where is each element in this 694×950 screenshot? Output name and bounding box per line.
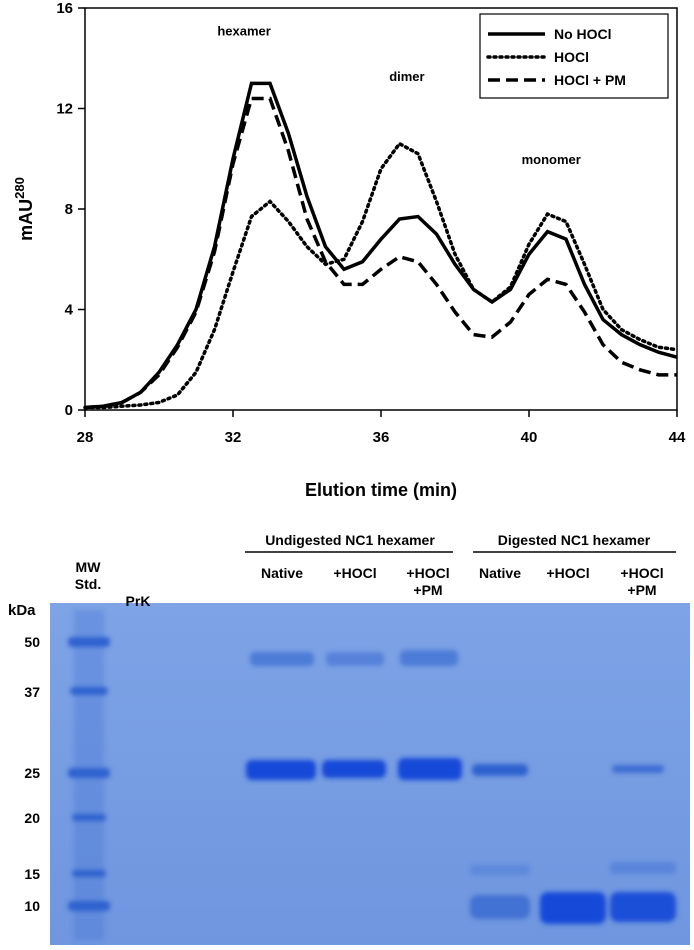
group-label: Digested NC1 hexamer (498, 532, 651, 548)
marker-label: 25 (24, 765, 40, 781)
marker-label: 37 (24, 684, 40, 700)
series-line (84, 81, 678, 410)
marker-label: 50 (24, 634, 40, 650)
y-tick-label: 0 (65, 402, 73, 419)
x-tick-label: 32 (225, 429, 242, 446)
lane-label: +HOCl (546, 565, 589, 581)
lane-label: +HOCl (620, 565, 663, 581)
y-tick-label: 4 (65, 302, 74, 319)
x-tick-label: 36 (373, 429, 390, 446)
series-line (84, 96, 677, 410)
legend-label: HOCl + PM (554, 72, 626, 88)
lane-label: +HOCl (406, 565, 449, 581)
gel-bands (68, 610, 676, 940)
annotation: dimer (389, 69, 424, 84)
lane-label: PrK (126, 593, 151, 609)
lane-label: +PM (627, 582, 656, 598)
lane-label: +HOCl (333, 565, 376, 581)
y-axis-label-sup: 280 (12, 177, 27, 199)
chromatogram: 28 32 36 40 44 0 4 8 12 16 Elution time (min) mAU28… (12, 0, 686, 500)
y-axis-label-main: mAU (16, 199, 36, 241)
lane-label: +PM (413, 582, 442, 598)
legend-label: HOCl (554, 49, 589, 65)
lane-label: MW (76, 559, 102, 575)
gel: Undigested NC1 hexamer Digested NC1 hexam… (8, 532, 690, 945)
unit-label: kDa (8, 602, 36, 619)
x-tick-label: 28 (77, 429, 94, 446)
lane-label: Std. (75, 576, 101, 592)
group-label: Undigested NC1 hexamer (265, 532, 435, 548)
legend-label: No HOCl (554, 26, 612, 42)
marker-label: 20 (24, 810, 40, 826)
y-tick-label: 12 (56, 101, 73, 118)
y-axis-label: mAU280 (12, 177, 36, 241)
marker-label: 15 (24, 866, 40, 882)
x-tick-label: 40 (521, 429, 538, 446)
y-tick-label: 8 (65, 201, 73, 218)
marker-label: 10 (24, 898, 40, 914)
series-line (83, 141, 679, 410)
annotation: monomer (522, 152, 581, 167)
lane-label: Native (261, 565, 303, 581)
x-axis-label: Elution time (min) (305, 480, 457, 500)
x-tick-label: 44 (669, 429, 686, 446)
y-tick-label: 16 (56, 0, 73, 17)
annotation: hexamer (217, 24, 270, 39)
lane-label: Native (479, 565, 521, 581)
